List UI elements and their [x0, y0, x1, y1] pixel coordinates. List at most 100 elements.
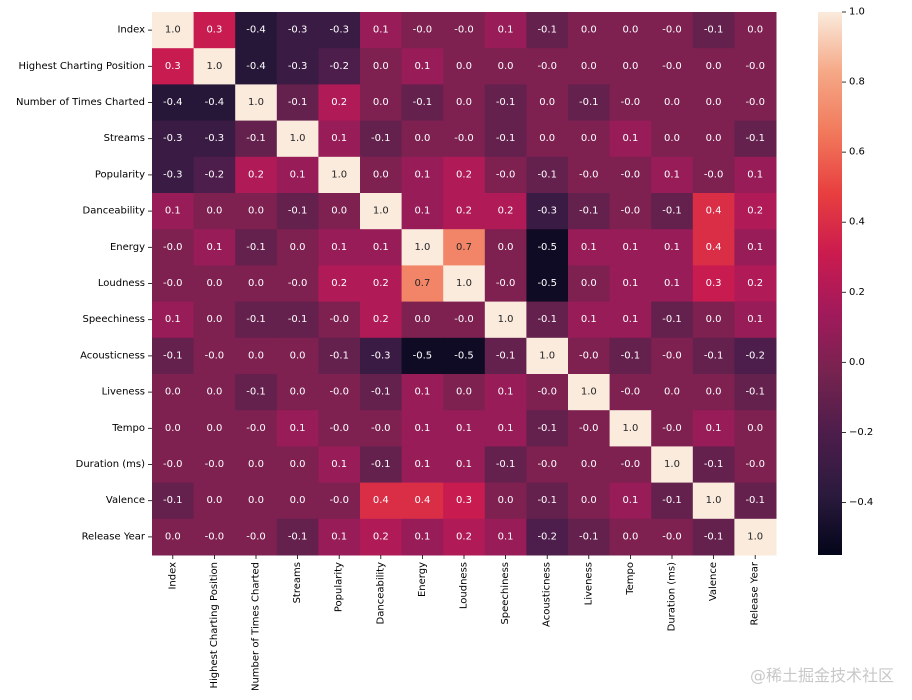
cell-value-label: 0.7 — [456, 242, 472, 253]
y-tick-label: Number of Times Charted — [16, 97, 145, 108]
cell-value-label: 0.0 — [414, 314, 430, 325]
cell-value-label: 0.0 — [498, 495, 514, 506]
cell-value-label: 1.0 — [747, 531, 763, 542]
cell-value-label: 0.0 — [206, 423, 222, 434]
heatmap-cell — [526, 301, 569, 339]
heatmap-cell — [568, 482, 611, 520]
heatmap-cell — [609, 446, 652, 484]
heatmap-cell — [651, 265, 694, 303]
heatmap-cell — [235, 337, 278, 375]
heatmap-cell — [692, 374, 735, 411]
heatmap-cell — [692, 518, 735, 556]
y-tick-label: Release Year — [82, 531, 146, 542]
heatmap-cell — [484, 48, 527, 85]
cell-value-label: -0.0 — [329, 495, 349, 506]
heatmap-cell — [235, 518, 278, 556]
cell-value-label: 0.1 — [747, 242, 763, 253]
cell-value-label: 0.2 — [456, 531, 472, 542]
heatmap-cell — [443, 410, 486, 447]
heatmap-cell — [609, 12, 652, 49]
cell-value-label: -0.0 — [163, 459, 183, 470]
heatmap-cell — [692, 229, 735, 266]
cell-value-label: 0.1 — [414, 61, 430, 72]
cell-value-label: -0.1 — [579, 97, 599, 108]
heatmap-cell — [401, 410, 444, 447]
heatmap-cell — [360, 48, 403, 85]
heatmap-cell — [152, 156, 195, 194]
cell-value-label: -0.3 — [163, 169, 183, 180]
cell-value-label: 0.0 — [373, 61, 389, 72]
heatmap-cell — [193, 84, 236, 122]
heatmap-cell — [276, 120, 319, 158]
y-tick-label: Index — [117, 25, 145, 36]
cell-value-label: 0.0 — [165, 387, 181, 398]
heatmap-cell — [276, 446, 319, 484]
heatmap-cell — [235, 301, 278, 339]
cell-value-label: 0.0 — [373, 169, 389, 180]
x-tick-label: Valence — [708, 562, 719, 601]
cell-value-label: 0.1 — [373, 25, 389, 36]
cell-value-label: 0.1 — [290, 423, 306, 434]
cell-value-label: -0.1 — [745, 387, 765, 398]
cell-value-label: -0.4 — [205, 97, 225, 108]
cell-value-label: -0.1 — [537, 314, 557, 325]
heatmap-cell — [609, 193, 652, 230]
cell-value-label: -0.1 — [704, 25, 724, 36]
cell-value-label: -0.0 — [329, 387, 349, 398]
cell-value-label: -0.0 — [745, 61, 765, 72]
heatmap-cell — [526, 48, 569, 85]
cell-value-label: 0.0 — [414, 133, 430, 144]
y-tick-label: Speechiness — [82, 314, 145, 325]
cell-value-label: 0.1 — [622, 314, 638, 325]
cell-value-label: -0.0 — [163, 242, 183, 253]
cell-value-label: 1.0 — [414, 242, 430, 253]
heatmap-cell — [193, 518, 236, 556]
heatmap-cell — [360, 229, 403, 266]
cell-value-label: -0.1 — [496, 350, 516, 361]
heatmap-cell — [734, 12, 777, 49]
heatmap-cell — [443, 301, 486, 339]
heatmap-cell — [609, 301, 652, 339]
x-tick-label: Streams — [292, 562, 303, 603]
colorbar-tick-label: −0.4 — [849, 497, 873, 508]
cell-value-label: 0.0 — [248, 350, 264, 361]
heatmap-cell — [651, 301, 694, 339]
heatmap-cell — [360, 120, 403, 158]
heatmap-cell — [692, 446, 735, 484]
cell-value-label: -0.0 — [205, 531, 225, 542]
heatmap-cell — [443, 48, 486, 85]
cell-value-label: -0.0 — [329, 314, 349, 325]
cell-value-label: 0.1 — [706, 423, 722, 434]
cell-value-label: -0.0 — [704, 169, 724, 180]
cell-value-label: 0.0 — [581, 133, 597, 144]
heatmap-cell — [651, 193, 694, 230]
heatmap-cell — [235, 482, 278, 520]
cell-value-label: -0.2 — [329, 61, 349, 72]
cell-value-label: 0.1 — [331, 242, 347, 253]
heatmap-cell — [318, 48, 361, 85]
cell-value-label: 0.0 — [456, 61, 472, 72]
x-tick-label: Number of Times Charted — [251, 562, 262, 691]
colorbar-tick-label: 0.0 — [849, 357, 865, 368]
heatmap-cell — [526, 12, 569, 49]
cell-value-label: 0.3 — [706, 278, 722, 289]
heatmap-cell — [276, 12, 319, 49]
cell-value-label: 0.0 — [206, 278, 222, 289]
heatmap-cell — [443, 482, 486, 520]
cell-value-label: -0.5 — [537, 278, 557, 289]
heatmap-cell — [651, 446, 694, 484]
heatmap-cell — [484, 193, 527, 230]
heatmap-cell — [152, 518, 195, 556]
cell-value-label: 0.0 — [331, 206, 347, 217]
heatmap-cell — [318, 193, 361, 230]
heatmap-cell — [401, 12, 444, 49]
cell-value-label: 0.1 — [456, 423, 472, 434]
x-tick-label: Highest Charting Position — [209, 562, 220, 689]
heatmap-cell — [318, 337, 361, 375]
cell-value-label: -0.0 — [413, 25, 433, 36]
cell-value-label: 0.0 — [456, 97, 472, 108]
heatmap-cell — [443, 265, 486, 303]
heatmap-cell — [360, 84, 403, 122]
cell-value-label: -0.0 — [745, 459, 765, 470]
heatmap-cell — [360, 156, 403, 194]
